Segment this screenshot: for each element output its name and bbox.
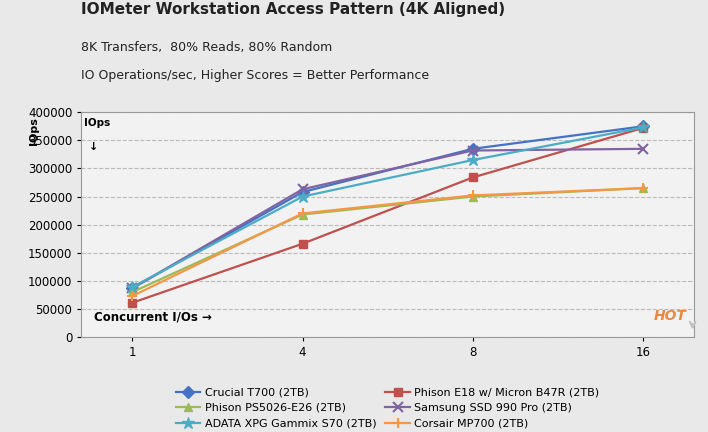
- Crucial T700 (2TB): [639, 124, 647, 129]
- Phison PS5026-E26 (2TB): [639, 186, 647, 191]
- Phison E18 w/ Micron B47R (2TB): [298, 241, 307, 246]
- Corsair MP700 (2TB): [639, 186, 647, 191]
- Legend: Crucial T700 (2TB), Phison PS5026-E26 (2TB), ADATA XPG Gammix S70 (2TB), Phison : Crucial T700 (2TB), Phison PS5026-E26 (2…: [176, 388, 600, 429]
- Text: IO Operations/sec, Higher Scores = Better Performance: IO Operations/sec, Higher Scores = Bette…: [81, 69, 430, 82]
- Text: Concurrent I/Os →: Concurrent I/Os →: [93, 311, 212, 324]
- Line: Phison PS5026-E26 (2TB): Phison PS5026-E26 (2TB): [128, 184, 647, 296]
- Text: IOps: IOps: [84, 118, 110, 128]
- Phison E18 w/ Micron B47R (2TB): [639, 125, 647, 130]
- Phison E18 w/ Micron B47R (2TB): [128, 300, 137, 305]
- ADATA XPG Gammix S70 (2TB): [128, 284, 137, 289]
- Crucial T700 (2TB): [298, 190, 307, 195]
- Samsung SSD 990 Pro (2TB): [128, 286, 137, 291]
- Corsair MP700 (2TB): [298, 211, 307, 216]
- Corsair MP700 (2TB): [128, 293, 137, 299]
- Phison PS5026-E26 (2TB): [298, 212, 307, 217]
- Phison PS5026-E26 (2TB): [128, 289, 137, 295]
- Crucial T700 (2TB): [469, 146, 477, 152]
- Line: Phison E18 w/ Micron B47R (2TB): Phison E18 w/ Micron B47R (2TB): [128, 124, 647, 307]
- Samsung SSD 990 Pro (2TB): [469, 148, 477, 153]
- Line: ADATA XPG Gammix S70 (2TB): ADATA XPG Gammix S70 (2TB): [126, 121, 649, 293]
- Text: 8K Transfers,  80% Reads, 80% Random: 8K Transfers, 80% Reads, 80% Random: [81, 41, 333, 54]
- Text: HOT: HOT: [653, 309, 687, 324]
- Line: Crucial T700 (2TB): Crucial T700 (2TB): [128, 122, 647, 292]
- Line: Corsair MP700 (2TB): Corsair MP700 (2TB): [127, 183, 648, 301]
- ADATA XPG Gammix S70 (2TB): [469, 157, 477, 162]
- Text: IOps: IOps: [29, 117, 40, 145]
- Crucial T700 (2TB): [128, 286, 137, 291]
- Samsung SSD 990 Pro (2TB): [298, 187, 307, 192]
- Phison PS5026-E26 (2TB): [469, 194, 477, 199]
- Samsung SSD 990 Pro (2TB): [639, 146, 647, 152]
- ADATA XPG Gammix S70 (2TB): [298, 194, 307, 199]
- Text: IOMeter Workstation Access Pattern (4K Aligned): IOMeter Workstation Access Pattern (4K A…: [81, 2, 506, 17]
- Phison E18 w/ Micron B47R (2TB): [469, 175, 477, 180]
- ADATA XPG Gammix S70 (2TB): [639, 125, 647, 130]
- Text: ↓: ↓: [88, 142, 98, 152]
- Line: Samsung SSD 990 Pro (2TB): Samsung SSD 990 Pro (2TB): [127, 144, 648, 293]
- Corsair MP700 (2TB): [469, 193, 477, 198]
